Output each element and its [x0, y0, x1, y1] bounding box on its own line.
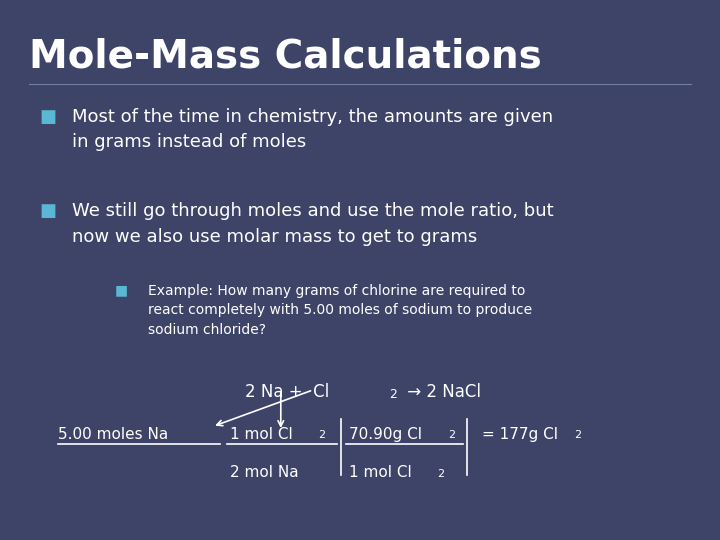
- Text: 1 mol Cl: 1 mol Cl: [230, 427, 293, 442]
- Text: Mole-Mass Calculations: Mole-Mass Calculations: [29, 38, 541, 76]
- Text: 2: 2: [449, 430, 456, 441]
- Text: We still go through moles and use the mole ratio, but
now we also use molar mass: We still go through moles and use the mo…: [72, 202, 554, 246]
- Text: → 2 NaCl: → 2 NaCl: [402, 383, 481, 401]
- Text: 2: 2: [574, 430, 581, 441]
- Text: 1 mol Cl: 1 mol Cl: [349, 465, 412, 481]
- Text: 5.00 moles Na: 5.00 moles Na: [58, 427, 168, 442]
- FancyArrowPatch shape: [217, 391, 310, 426]
- Text: 2 Na +  Cl: 2 Na + Cl: [245, 383, 329, 401]
- Text: 2: 2: [437, 469, 444, 479]
- Text: ■: ■: [40, 202, 57, 220]
- Text: 2 mol Na: 2 mol Na: [230, 465, 299, 481]
- Text: ■: ■: [115, 284, 128, 298]
- FancyArrowPatch shape: [278, 393, 284, 426]
- Text: 2: 2: [318, 430, 325, 441]
- Text: = 177g Cl: = 177g Cl: [482, 427, 559, 442]
- Text: ■: ■: [40, 108, 57, 126]
- Text: Most of the time in chemistry, the amounts are given
in grams instead of moles: Most of the time in chemistry, the amoun…: [72, 108, 553, 151]
- Text: Example: How many grams of chlorine are required to
react completely with 5.00 m: Example: How many grams of chlorine are …: [148, 284, 532, 336]
- Text: 70.90g Cl: 70.90g Cl: [349, 427, 422, 442]
- Text: 2: 2: [389, 388, 397, 401]
